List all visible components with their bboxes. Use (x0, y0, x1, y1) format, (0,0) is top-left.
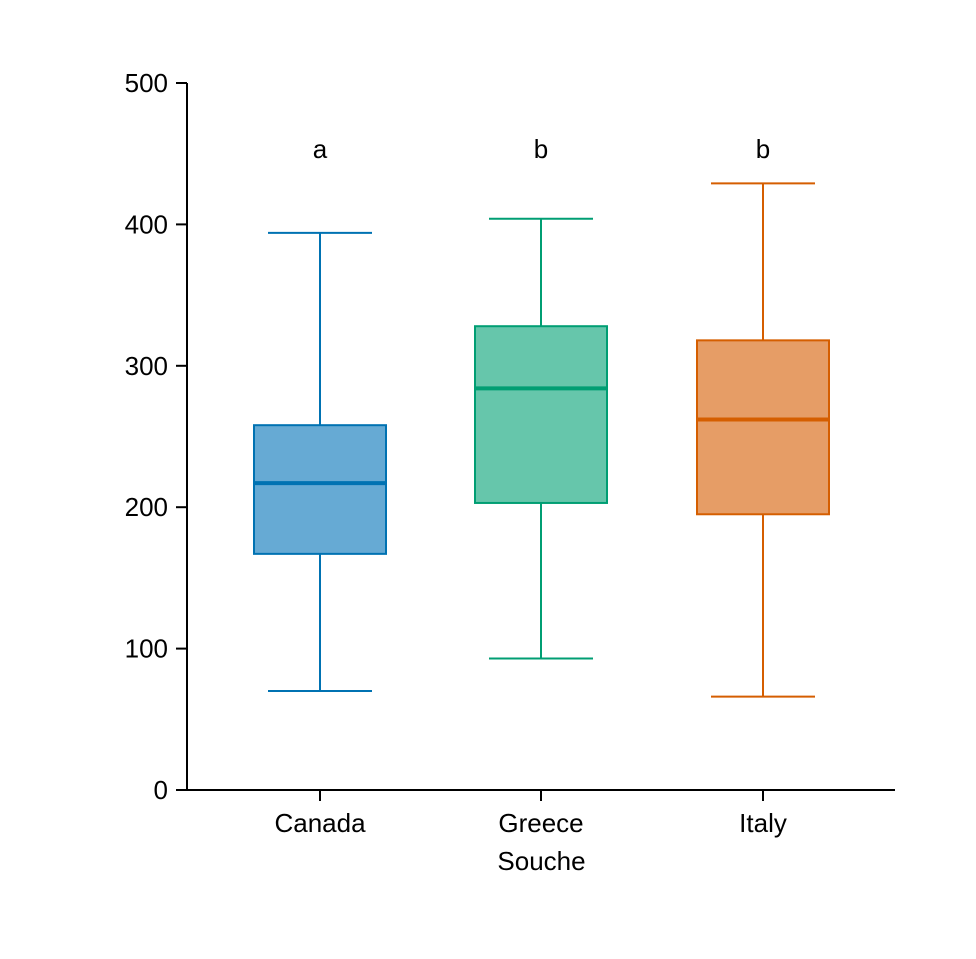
y-tick-label: 300 (125, 351, 168, 381)
y-tick-label: 0 (154, 775, 168, 805)
y-tick-label: 500 (125, 68, 168, 98)
x-axis-ticks: Canada Greece Italy (274, 790, 787, 838)
y-tick-label: 200 (125, 492, 168, 522)
box-greece: b (474, 134, 608, 660)
significance-letter: a (313, 134, 328, 164)
iqr-box (253, 424, 387, 555)
y-axis-ticks: 0 100 200 300 400 500 (125, 68, 187, 805)
significance-letter: b (756, 134, 770, 164)
x-axis-title: Souche (497, 846, 585, 876)
box-italy: b (696, 134, 830, 698)
x-tick-label: Greece (498, 808, 583, 838)
y-tick-label: 100 (125, 634, 168, 664)
iqr-box (474, 325, 608, 504)
y-tick-label: 400 (125, 209, 168, 239)
significance-letter: b (534, 134, 548, 164)
x-tick-label: Canada (274, 808, 366, 838)
box-canada: a (253, 134, 387, 693)
iqr-box (696, 339, 830, 516)
x-tick-label: Italy (739, 808, 787, 838)
